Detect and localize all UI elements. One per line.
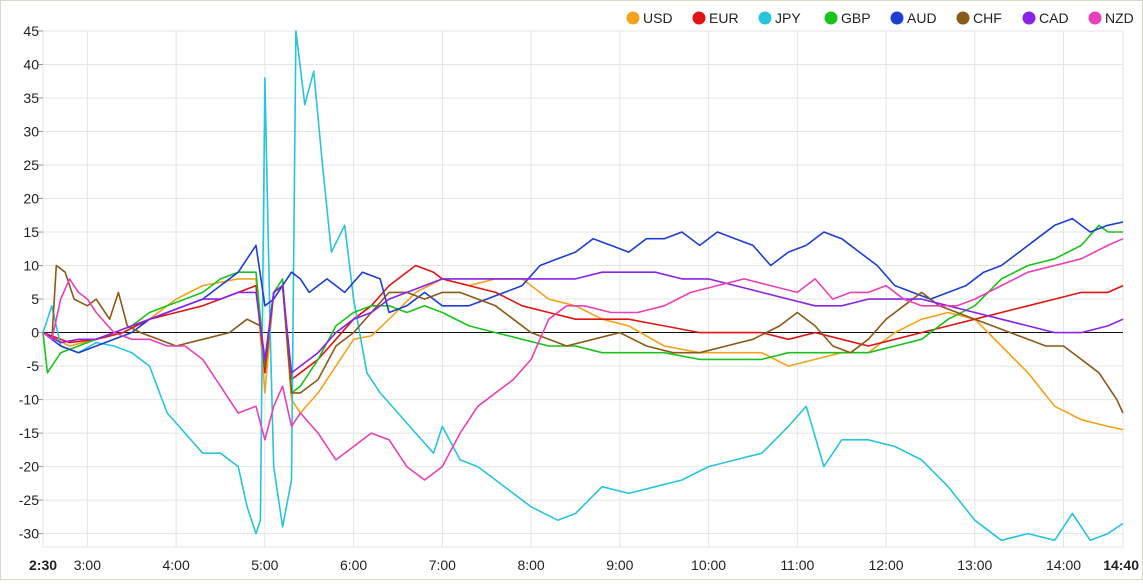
y-tick-label: 5 [31,291,39,307]
legend-marker-chf [956,11,970,25]
legend-marker-gbp [824,11,838,25]
legend-label-aud: AUD [907,10,937,26]
series-line-nzd [42,237,1124,481]
series-lines [42,30,1124,542]
x-tick-label: 10:00 [691,557,726,573]
legend-marker-cad [1022,11,1036,25]
series-line-aud [42,217,1124,354]
y-tick-label: 30 [23,124,39,140]
series-line-usd [42,278,1124,431]
y-tick-label: 15 [23,224,39,240]
series-line-cad [42,271,1124,374]
legend-label-nzd: NZD [1105,10,1134,26]
legend-marker-nzd [1088,11,1102,25]
x-tick-label: 6:00 [340,557,367,573]
y-tick-label: 45 [23,23,39,39]
legend-label-cad: CAD [1039,10,1069,26]
series-line-chf [42,264,1124,414]
legend: USD EUR JPY GBP AUD CHF CAD NZD [626,10,1134,26]
x-tick-label: 14:40 [1103,557,1139,573]
y-tick-label: -15 [19,425,39,441]
plot-area-border [42,30,1124,548]
series-line-jpy [42,30,1124,542]
grid [42,30,1124,548]
x-tick-label: 12:00 [869,557,904,573]
y-tick-label: 25 [23,157,39,173]
y-tick-label: 20 [23,191,39,207]
legend-label-jpy: JPY [775,10,801,26]
y-tick-label: -5 [27,358,40,374]
x-tick-label: 13:00 [957,557,992,573]
legend-label-eur: EUR [709,10,739,26]
y-tick-label: -20 [19,459,39,475]
series-line-gbp [42,224,1123,394]
x-tick-label: 11:00 [780,557,814,573]
x-tick-label: 4:00 [162,557,189,573]
legend-marker-jpy [758,11,772,25]
x-tick-label: 8:00 [517,557,544,573]
legend-marker-eur [692,11,706,25]
legend-label-chf: CHF [973,10,1002,26]
y-tick-label: 40 [23,57,39,73]
legend-marker-usd [626,11,640,25]
x-tick-label: 9:00 [606,557,633,573]
legend-label-usd: USD [643,10,673,26]
y-tick-label: -30 [19,526,39,542]
y-tick-label: 10 [23,258,39,274]
y-tick-label: 0 [31,325,39,341]
x-tick-label: 7:00 [429,557,456,573]
legend-label-gbp: GBP [841,10,871,26]
x-tick-label: 5:00 [251,557,278,573]
legend-marker-aud [890,11,904,25]
x-tick-label: 14:00 [1046,557,1081,573]
y-tick-label: 35 [23,90,39,106]
y-tick-label: -10 [19,392,39,408]
y-tick-label: -25 [19,492,39,508]
x-tick-label: 2:30 [29,557,57,573]
axes: 45 40 35 30 25 20 15 10 5 0 -5 -10 -15 -20 -25 -30 2:30 3… [19,23,1139,573]
series-line-eur [42,264,1124,381]
x-tick-label: 3:00 [74,557,101,573]
